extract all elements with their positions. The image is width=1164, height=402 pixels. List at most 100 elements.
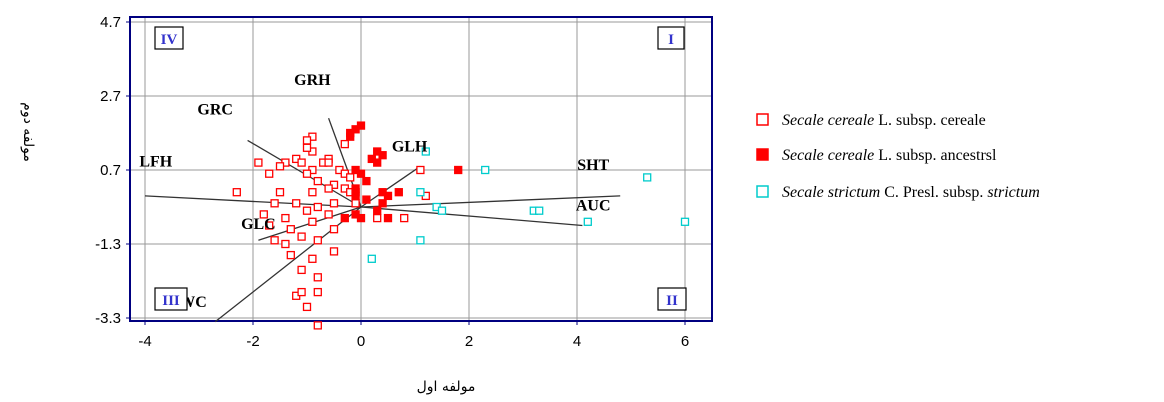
- data-point-series-1: [302, 169, 312, 178]
- data-point-series-3: [416, 188, 425, 197]
- data-point-series-2: [362, 195, 371, 204]
- quadrant-box-top-left: [154, 26, 184, 50]
- score-points: [232, 121, 690, 330]
- data-point-series-1: [302, 206, 312, 215]
- data-point-series-1: [302, 143, 312, 152]
- legend: Secale cereale L. subsp. cereale Secale c…: [756, 112, 1040, 201]
- data-point-series-1: [308, 188, 317, 197]
- quadrant-box-bottom-right: [657, 287, 687, 311]
- y-tick-label: -1.3: [95, 236, 121, 253]
- data-point-series-1: [351, 199, 360, 208]
- data-point-series-1: [373, 213, 382, 223]
- legend-marker-3: [756, 185, 769, 198]
- legend-label-1: Secale cereale L. subsp. cereale: [782, 112, 986, 129]
- data-point-series-1: [313, 176, 322, 186]
- y-tick-label: 2.7: [100, 88, 121, 105]
- vector-label-grc: GRC: [197, 102, 233, 119]
- quadrant-label-top-right: I: [668, 32, 674, 48]
- data-point-series-2: [378, 199, 387, 208]
- data-point-series-1: [329, 225, 339, 234]
- y-axis-label: مولفه دوم: [20, 102, 36, 162]
- x-tick-label: 6: [681, 333, 689, 350]
- data-point-series-1: [281, 239, 290, 249]
- data-point-series-1: [400, 213, 409, 223]
- x-tick-label: 2: [465, 333, 473, 350]
- x-tick-label: 4: [573, 333, 581, 350]
- data-point-series-3: [643, 173, 652, 182]
- y-tick-label: 4.7: [100, 14, 121, 31]
- data-point-series-2: [383, 213, 393, 223]
- vector-label-auc: AUC: [576, 198, 611, 215]
- legend-marker-1: [756, 113, 769, 126]
- data-point-series-2: [356, 213, 366, 223]
- data-point-series-2: [340, 213, 349, 223]
- data-point-series-1: [232, 188, 241, 197]
- data-point-series-3: [680, 217, 690, 226]
- data-point-series-2: [362, 176, 371, 186]
- data-point-series-1: [286, 250, 295, 260]
- legend-label-3: Secale strictum C. Presl. subsp. strictu…: [782, 184, 1040, 201]
- data-point-series-3: [583, 217, 592, 226]
- data-point-series-1: [297, 287, 306, 297]
- data-point-series-2: [383, 191, 393, 201]
- data-point-series-1: [308, 254, 317, 263]
- axis-ticks: -4 -2 0 2 4 6 4.7 2.7 0.7 -1.3 -3.3: [95, 14, 689, 350]
- data-point-series-1: [313, 273, 322, 282]
- data-point-series-1: [313, 236, 322, 245]
- y-tick-label: -3.3: [95, 310, 121, 327]
- data-point-series-3: [535, 206, 544, 215]
- data-point-series-1: [281, 213, 290, 223]
- x-axis-label: مولفه اول: [417, 379, 476, 395]
- data-point-series-1: [286, 225, 295, 234]
- data-point-series-1: [297, 232, 306, 241]
- data-point-series-1: [270, 236, 279, 245]
- data-point-series-2: [373, 158, 382, 167]
- data-point-series-1: [254, 158, 263, 167]
- quadrant-box-top-right: [657, 26, 685, 50]
- data-point-series-2: [346, 132, 355, 141]
- data-point-series-1: [265, 221, 274, 230]
- data-point-series-3: [367, 254, 376, 263]
- data-point-series-1: [308, 217, 317, 226]
- x-tick-label: -4: [138, 333, 151, 350]
- data-point-series-3: [437, 206, 447, 215]
- data-point-series-1: [302, 302, 312, 312]
- data-point-series-3: [416, 236, 425, 245]
- data-point-series-2: [356, 121, 366, 130]
- quadrant-label-top-left: IV: [161, 32, 178, 48]
- data-point-series-1: [259, 210, 268, 219]
- vector-label-glc: GLC: [241, 216, 276, 233]
- data-point-series-1: [416, 165, 425, 175]
- data-point-series-1: [302, 136, 312, 145]
- legend-label-2: Secale cereale L. subsp. ancestrsl: [782, 147, 997, 164]
- data-point-series-1: [340, 139, 349, 149]
- data-point-series-1: [292, 199, 301, 208]
- data-point-series-1: [270, 199, 279, 208]
- data-point-series-1: [275, 162, 285, 171]
- data-point-series-1: [265, 169, 274, 178]
- quadrant-label-bottom-right: II: [666, 293, 678, 309]
- data-point-series-1: [329, 199, 339, 208]
- data-point-series-2: [378, 151, 387, 160]
- vector-label-sht: SHT: [577, 157, 609, 174]
- vector-label-glh: GLH: [392, 139, 428, 156]
- vector-lfh: [144, 195, 362, 208]
- vector-label-grh: GRH: [294, 72, 331, 89]
- legend-marker-2: [756, 148, 769, 161]
- data-point-series-1: [324, 210, 333, 219]
- quadrant-label-bottom-left: III: [162, 293, 180, 309]
- data-point-series-1: [297, 265, 306, 275]
- data-point-series-1: [329, 247, 339, 256]
- data-point-series-1: [324, 184, 333, 193]
- data-point-series-2: [356, 169, 366, 178]
- data-point-series-1: [313, 287, 322, 297]
- quadrant-box-bottom-left: [154, 287, 188, 311]
- x-tick-label: -2: [246, 333, 259, 350]
- data-point-series-3: [421, 147, 430, 156]
- data-point-series-3: [481, 165, 490, 175]
- vector-sht: [360, 195, 621, 208]
- data-point-series-2: [454, 165, 463, 175]
